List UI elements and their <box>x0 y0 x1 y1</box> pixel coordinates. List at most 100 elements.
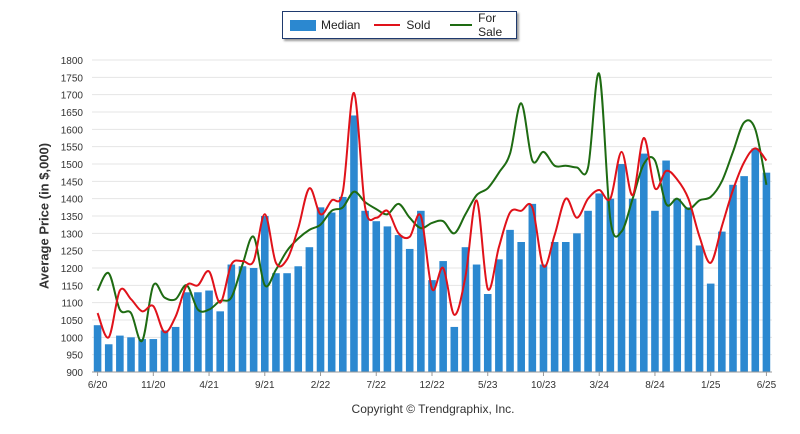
median-bar <box>695 245 704 372</box>
axes: 900 950 1000 1050 1100 1150 1200 1250 1300 1350 14… <box>61 56 777 391</box>
median-bar <box>439 261 447 372</box>
median-bar <box>740 176 748 372</box>
median-bar <box>160 330 169 372</box>
median-bar <box>640 153 648 372</box>
median-bar <box>617 164 626 372</box>
median-bar <box>561 242 570 372</box>
median-bar <box>729 184 737 372</box>
median-bar <box>249 268 258 372</box>
median-bar <box>383 226 392 372</box>
x-tick-label: 2/22 <box>311 380 331 391</box>
y-tick-label: 950 <box>66 351 83 362</box>
median-bar <box>294 266 303 372</box>
y-tick-label: 1700 <box>61 91 84 102</box>
median-bar <box>138 339 146 372</box>
median-bar <box>506 229 514 372</box>
median-bar <box>573 233 581 372</box>
y-tick-label: 1050 <box>61 316 84 327</box>
x-tick-label: 6/25 <box>757 380 777 391</box>
sold-line <box>96 91 768 339</box>
median-bar <box>93 325 102 372</box>
y-tick-label: 1400 <box>61 195 84 206</box>
median-bar <box>260 216 269 372</box>
x-tick-label: 11/20 <box>141 380 166 391</box>
y-tick-label: 1500 <box>61 160 84 171</box>
median-bar <box>127 337 135 372</box>
median-bar <box>495 259 503 372</box>
y-tick-label: 1100 <box>61 299 83 310</box>
median-bars <box>93 115 771 372</box>
legend-label-for-sale: For Sale <box>478 11 503 39</box>
x-tick-label: 7/22 <box>367 380 387 391</box>
y-tick-label: 1450 <box>61 177 84 188</box>
legend-item-median[interactable]: Median <box>290 18 360 32</box>
median-bar <box>350 115 358 372</box>
x-tick-label: 12/22 <box>419 380 444 391</box>
median-bar <box>417 210 425 372</box>
y-tick-label: 1600 <box>61 125 84 136</box>
y-tick-label: 1550 <box>61 143 84 154</box>
y-tick-label: 1350 <box>61 212 84 223</box>
median-bar <box>762 172 771 372</box>
x-tick-label: 4/21 <box>199 380 219 391</box>
x-tick-label: 9/21 <box>255 380 275 391</box>
median-bar <box>272 273 280 372</box>
y-tick-label: 1300 <box>61 229 84 240</box>
legend-label-sold: Sold <box>406 18 431 32</box>
median-bar <box>606 198 615 372</box>
median-bar <box>361 210 369 372</box>
median-bar <box>673 198 682 372</box>
x-tick-label: 1/25 <box>701 380 721 391</box>
median-swatch <box>290 19 316 31</box>
x-tick-label: 8/24 <box>645 380 665 391</box>
median-bar <box>305 247 314 372</box>
y-tick-label: 900 <box>66 368 83 379</box>
y-axis-label: Average Price (in $,000) <box>36 142 52 290</box>
x-tick-label: 10/23 <box>531 380 556 391</box>
median-bar <box>539 264 548 372</box>
median-bar <box>194 292 202 372</box>
median-bar <box>550 242 559 372</box>
median-bar <box>706 283 715 372</box>
median-bar <box>718 231 726 372</box>
median-bar <box>238 266 247 372</box>
median-bar <box>205 290 213 372</box>
median-bar <box>662 160 670 372</box>
x-tick-label: 5/23 <box>478 380 498 391</box>
for-sale-line <box>96 72 768 343</box>
sold-swatch <box>374 24 401 26</box>
median-bar <box>171 326 180 372</box>
copyright-text: Copyright © Trendgraphix, Inc. <box>351 402 515 416</box>
median-bar <box>628 198 637 372</box>
y-tick-label: 1750 <box>61 73 84 84</box>
y-tick-label: 1650 <box>61 108 84 119</box>
legend-label-median: Median <box>321 18 361 32</box>
median-bar <box>227 264 236 372</box>
median-bar <box>517 242 525 372</box>
median-bar <box>751 148 760 372</box>
x-tick-label: 3/24 <box>589 380 609 391</box>
median-bar <box>472 264 481 372</box>
median-bar <box>528 203 537 372</box>
median-bar <box>461 247 470 372</box>
median-bar <box>684 207 693 372</box>
legend-item-sold[interactable]: Sold <box>374 18 430 32</box>
median-bar <box>149 339 158 372</box>
y-tick-label: 1800 <box>61 56 84 67</box>
median-bar <box>327 212 336 372</box>
median-bar <box>372 221 381 372</box>
for-sale-swatch <box>450 24 473 26</box>
y-tick-label: 1150 <box>61 281 83 292</box>
legend-item-for-sale[interactable]: For Sale <box>450 11 516 39</box>
median-bar <box>283 273 291 372</box>
median-bar <box>483 294 492 372</box>
legend: Median Sold For Sale <box>282 11 517 39</box>
median-bar <box>339 196 347 372</box>
median-bar <box>651 210 659 372</box>
series-lines <box>96 72 768 343</box>
grid-layer <box>92 59 772 373</box>
median-bar <box>405 248 414 372</box>
median-bar <box>584 210 592 372</box>
median-bar <box>316 207 325 372</box>
